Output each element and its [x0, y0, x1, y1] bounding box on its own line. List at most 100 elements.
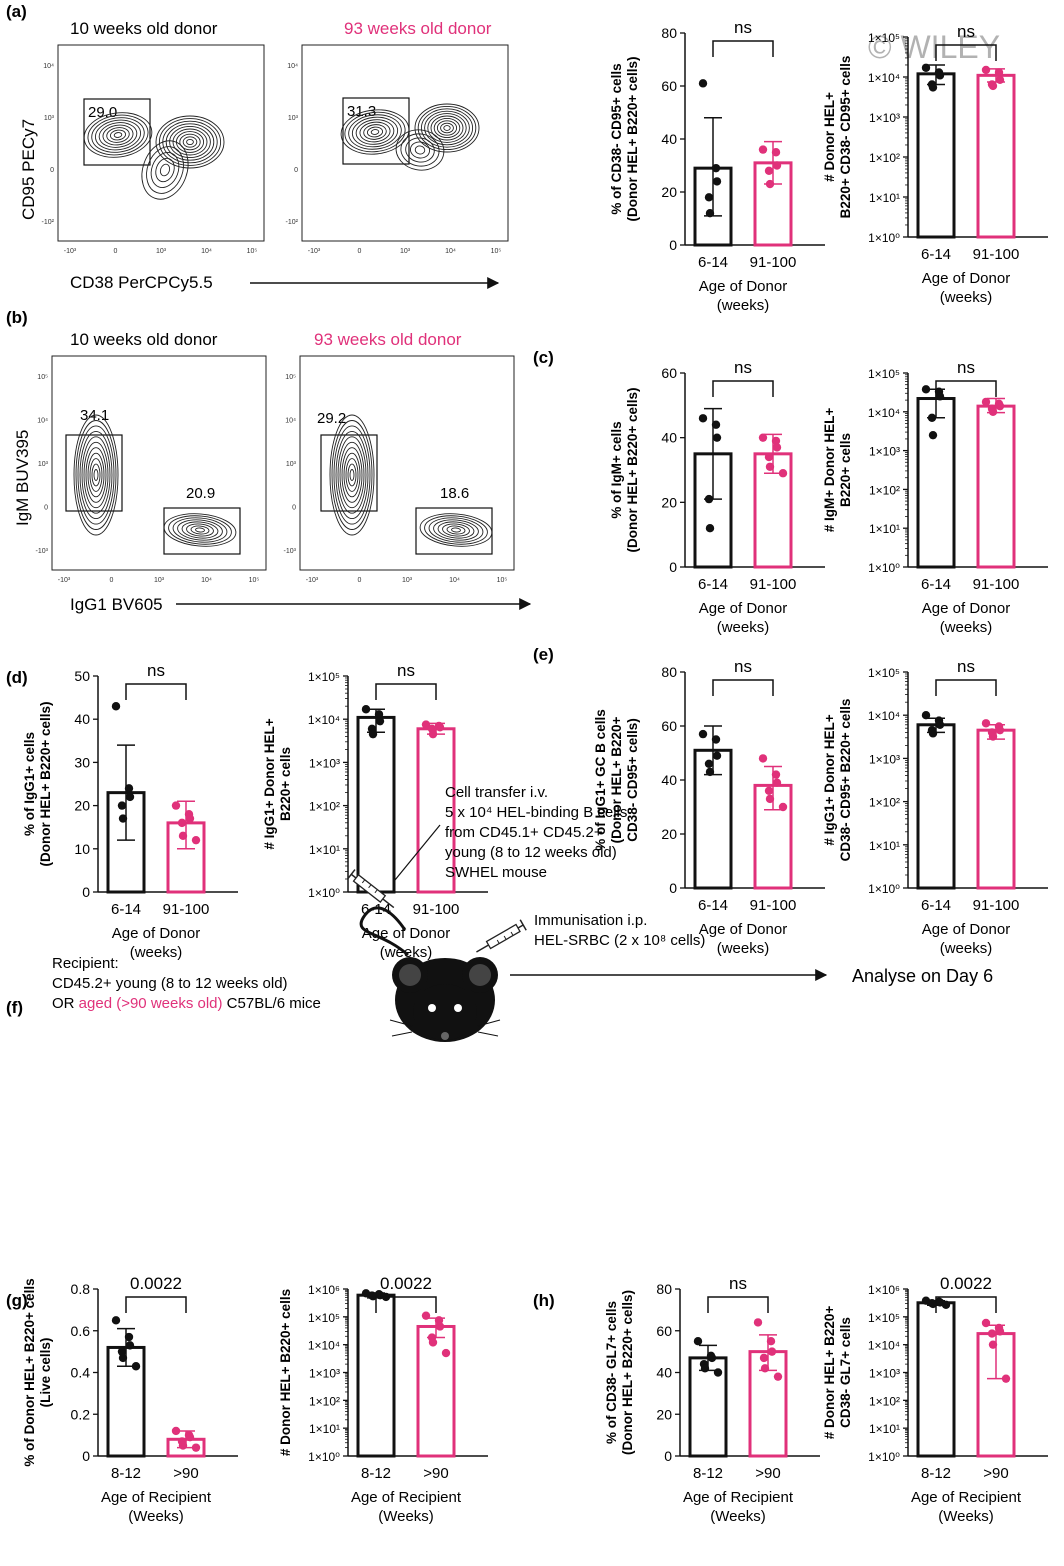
flow-b-gate-young-igg1-value: 20.9: [186, 485, 215, 502]
x-axis-label: (weeks): [717, 940, 770, 957]
data-point: [428, 729, 438, 739]
x-tick-label: 6-14: [698, 254, 728, 271]
data-point: [759, 1353, 769, 1363]
contour-line: [155, 115, 225, 169]
y-tick-label: 80: [656, 1281, 672, 1297]
flow-a-plot-young: [57, 44, 265, 242]
x-axis-label: Age of Donor: [699, 600, 787, 617]
y-tick-label: 1×10⁴: [308, 713, 340, 727]
contour-line: [335, 430, 369, 520]
y-tick-label: 1×10³: [309, 1367, 340, 1381]
bar-91-100: [976, 73, 1016, 239]
data-point: [712, 177, 722, 186]
data-point: [171, 801, 181, 810]
flow-panel-b: 10 weeks old donor 93 weeks old donor Ig…: [13, 330, 532, 614]
y-axis-label: % of IgG1+ GC B cells: [593, 709, 608, 850]
y-tick-label: 0.4: [71, 1365, 91, 1381]
chart-h2: 1×10⁰ 1×10¹ 1×10² 1×10³ 1×10⁴ 1×10⁵ 1×10⁶ # Don…: [822, 1274, 1048, 1525]
contour-line: [93, 469, 99, 481]
y-tick-label: 20: [656, 1406, 672, 1422]
y-axis-label: (Donor HEL+ B220+ cells): [38, 701, 53, 866]
y-tick-label: 1×10²: [869, 1394, 900, 1408]
contour-line: [79, 430, 113, 520]
flow-b-plot-aged: [299, 355, 515, 571]
data-point: [435, 1322, 445, 1331]
data-point: [178, 1441, 188, 1450]
y-tick-label: 40: [74, 711, 90, 727]
y-tick-label: 10: [74, 841, 90, 857]
x-tick-label: 6-14: [698, 897, 728, 914]
data-point: [118, 1353, 128, 1363]
data-point: [1001, 1374, 1011, 1383]
y-tick-label: 50: [74, 668, 90, 684]
data-point: [131, 1362, 141, 1371]
significance-bracket: [712, 679, 774, 696]
y-tick-label: 1×10¹: [309, 843, 340, 857]
flow-b-gate-aged-igm-value: 29.2: [317, 410, 346, 427]
y-tick-label: 20: [74, 798, 90, 814]
data-point: [988, 407, 998, 416]
x-tick-label: >90: [755, 1465, 780, 1482]
flow-contours: 10⁴ 10³ 0 -10² -10³ 0 10³ 10⁴ 10⁵ 10⁴ 10³ 0 -10² -10³…: [36, 63, 508, 584]
contour-line: [172, 128, 208, 156]
y-tick-label: 0: [669, 559, 677, 575]
flow-tick-label: 10⁴: [287, 63, 298, 70]
y-tick-label: 1×10⁴: [868, 1339, 900, 1353]
flow-a-y-label: CD95 PECy7: [19, 119, 38, 220]
data-point: [758, 145, 768, 154]
data-point: [185, 814, 195, 823]
chart-c2: 1×10⁰ 1×10¹ 1×10² 1×10³ 1×10⁴ 1×10⁵ # IgM+ Don…: [822, 358, 1048, 636]
bar-91-100: [976, 728, 1016, 890]
y-tick-label: 1×10⁵: [868, 367, 900, 381]
y-tick-label: 1×10⁴: [868, 709, 900, 723]
contour-line: [436, 120, 458, 136]
data-point: [994, 68, 1004, 77]
data-point: [772, 443, 782, 452]
flow-tick-label: 10³: [286, 461, 297, 468]
chart-e2: 1×10⁰ 1×10¹ 1×10² 1×10³ 1×10⁴ 1×10⁵ # IgG1+ Do…: [822, 657, 1048, 957]
data-point: [125, 1341, 135, 1350]
contour-line: [179, 133, 201, 151]
significance-label: ns: [397, 661, 415, 680]
flow-b-gate-young-igg1: [163, 507, 241, 555]
data-point: [927, 413, 937, 423]
chart-d1: 0 10 20 30 40 50 % of IgG1+ cells (Donor HEL+ B…: [22, 661, 238, 961]
x-tick-label: 6-14: [921, 897, 951, 914]
chart-d2: 1×10⁰ 1×10¹ 1×10² 1×10³ 1×10⁴ 1×10⁵ # IgG1+ Do…: [262, 661, 488, 961]
bar-91-100: [976, 404, 1016, 569]
flow-tick-label: 10⁵: [37, 374, 48, 381]
y-tick-label: 0: [82, 1448, 90, 1464]
y-tick-label: 1×10⁵: [868, 31, 900, 45]
panel-label-e: (e): [533, 645, 554, 664]
x-axis-label: (weeks): [717, 297, 770, 314]
data-point: [987, 1329, 997, 1338]
x-axis-label: (weeks): [717, 619, 770, 636]
flow-tick-label: -10³: [64, 248, 77, 255]
contour-line: [405, 137, 435, 163]
data-point: [935, 720, 945, 729]
contour-line: [337, 436, 367, 514]
flow-tick-label: -10³: [308, 248, 321, 255]
data-point: [705, 524, 715, 533]
data-point: [771, 148, 781, 157]
y-tick-label: 40: [661, 430, 677, 446]
data-point: [191, 835, 201, 845]
data-point: [995, 725, 1005, 735]
schematic-panel-f: Cell transfer i.v. 5 x 10⁴ HEL-binding B…: [52, 784, 993, 1042]
flow-b-x-label: IgG1 BV605: [70, 595, 163, 614]
flow-tick-label: 10⁴: [37, 418, 48, 425]
y-tick-label: 1×10⁵: [868, 666, 900, 680]
data-point: [712, 433, 722, 442]
data-point: [981, 397, 991, 407]
flow-b-gate-aged-igg1-value: 18.6: [440, 485, 469, 502]
recipient-line-3: OR aged (>90 weeks old) C57BL/6 mice: [52, 995, 321, 1012]
data-point: [921, 711, 931, 720]
y-tick-label: 0.6: [71, 1323, 91, 1339]
contour-line: [419, 513, 493, 547]
contour-line: [417, 105, 477, 151]
contour-line: [409, 141, 431, 159]
contour-line: [355, 119, 395, 145]
flow-tick-label: 10⁵: [491, 248, 502, 255]
contour-line: [348, 114, 402, 150]
